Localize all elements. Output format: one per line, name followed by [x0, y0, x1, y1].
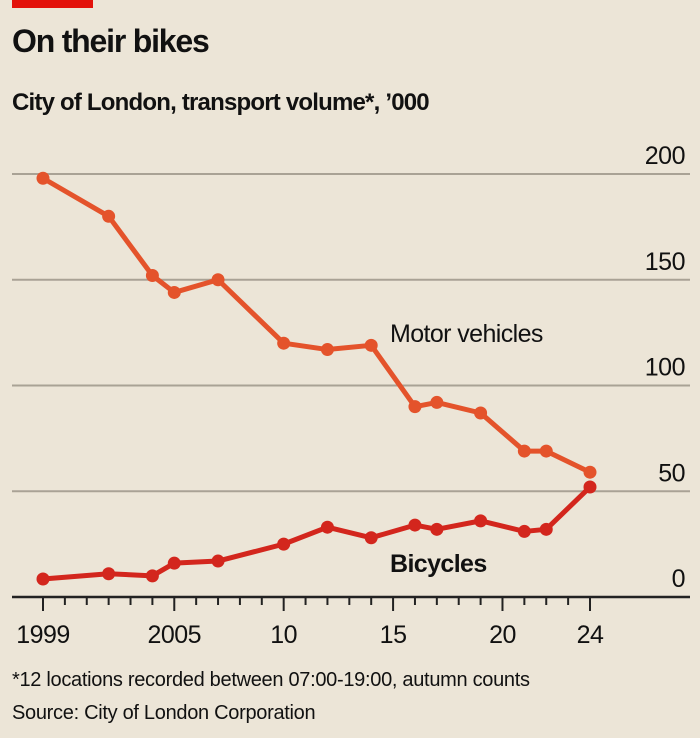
data-point [364, 531, 378, 545]
data-point [408, 400, 422, 414]
data-point [517, 524, 531, 538]
data-point [539, 522, 553, 536]
data-point [320, 520, 334, 534]
data-point [102, 567, 116, 581]
data-point [145, 269, 159, 283]
data-point [539, 444, 553, 458]
data-point [36, 572, 50, 586]
y-tick-label: 150 [645, 248, 685, 276]
footnote: *12 locations recorded between 07:00-19:… [12, 669, 530, 691]
data-point [277, 336, 291, 350]
y-tick-label: 200 [645, 142, 685, 170]
x-tick-label: 20 [489, 621, 516, 649]
series-label: Bicycles [390, 550, 487, 578]
data-point [583, 480, 597, 494]
data-point [211, 273, 225, 287]
data-point [167, 285, 181, 299]
y-tick-label: 50 [658, 459, 685, 487]
data-point [36, 171, 50, 185]
data-point [167, 556, 181, 570]
data-point [583, 465, 597, 479]
data-point [430, 395, 444, 409]
x-tick-label: 10 [270, 621, 297, 649]
data-point [408, 518, 422, 532]
data-point [474, 514, 488, 528]
data-point [211, 554, 225, 568]
data-point [430, 522, 444, 536]
x-tick-label: 24 [577, 621, 604, 649]
data-point [474, 406, 488, 420]
brand-tag [12, 0, 93, 8]
data-point [102, 209, 116, 223]
x-tick-label: 15 [380, 621, 407, 649]
data-point [145, 569, 159, 583]
x-tick-label: 1999 [16, 621, 70, 649]
y-tick-label: 0 [672, 565, 685, 593]
chart-title: On their bikes [12, 23, 209, 59]
series-label: Motor vehicles [390, 320, 543, 348]
data-point [277, 537, 291, 551]
data-point [517, 444, 531, 458]
data-point [320, 343, 334, 357]
data-point [364, 338, 378, 352]
x-tick-label: 2005 [147, 621, 201, 649]
source: Source: City of London Corporation [12, 702, 315, 724]
y-tick-label: 100 [645, 354, 685, 382]
chart-subtitle: City of London, transport volume*, ’000 [12, 89, 429, 116]
series-line [42, 485, 592, 582]
